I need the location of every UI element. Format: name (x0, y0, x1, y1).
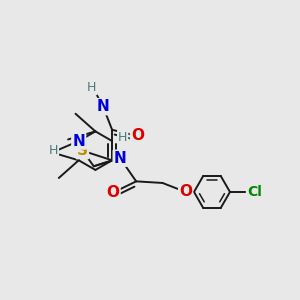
Text: N: N (114, 151, 127, 166)
Text: H: H (118, 131, 128, 144)
Text: H: H (87, 81, 97, 94)
Text: O: O (106, 185, 119, 200)
Text: S: S (77, 143, 88, 158)
Text: N: N (72, 134, 85, 148)
Text: H: H (49, 143, 58, 157)
Text: O: O (131, 128, 144, 143)
Text: O: O (179, 184, 192, 200)
Text: N: N (97, 99, 110, 114)
Text: Cl: Cl (247, 185, 262, 199)
